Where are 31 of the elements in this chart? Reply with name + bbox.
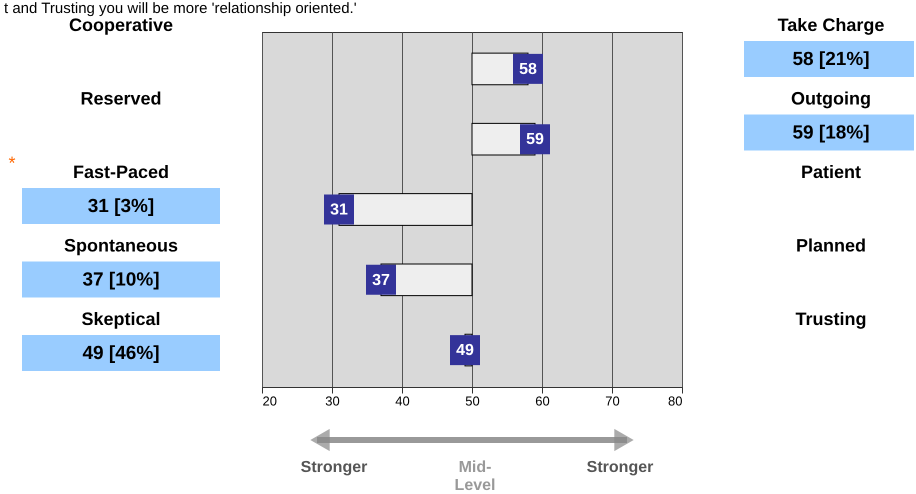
text: 37 [10%] bbox=[82, 270, 160, 290]
data-label: 37 bbox=[372, 272, 390, 289]
x-tick-label: 60 bbox=[535, 394, 550, 408]
data-label: 31 bbox=[330, 202, 348, 218]
text: Planned bbox=[796, 236, 866, 256]
x-tick-label: 30 bbox=[325, 394, 340, 408]
text: Take Charge bbox=[778, 15, 884, 35]
x-tick-label: 70 bbox=[605, 394, 620, 408]
text: t and Trusting you will be more 'relationship oriented.' bbox=[4, 0, 357, 17]
y-tick-label: Reserved bbox=[80, 88, 162, 108]
text: Trusting bbox=[796, 309, 866, 329]
text: 58 [21%] bbox=[792, 49, 870, 70]
x-tick-label: 20 bbox=[262, 394, 277, 408]
text: Stronger bbox=[300, 459, 368, 476]
x-tick-label: 40 bbox=[395, 394, 410, 408]
text: Mid- Level bbox=[454, 459, 496, 494]
y-tick-label: Cooperative bbox=[68, 15, 174, 35]
x-tick-label: 80 bbox=[668, 394, 682, 408]
data-label: 59 bbox=[526, 131, 544, 148]
text: 31 [3%] bbox=[88, 196, 154, 217]
text: * bbox=[8, 153, 16, 173]
y-tick-label: Fast-Paced bbox=[72, 162, 170, 182]
text: 59 [18%] bbox=[792, 122, 870, 144]
text: Outgoing bbox=[791, 88, 871, 108]
data-label: 58 bbox=[519, 60, 537, 78]
text: Stronger bbox=[586, 459, 654, 476]
x-tick-label: 50 bbox=[465, 394, 480, 408]
y-tick-label: Spontaneous bbox=[64, 236, 178, 256]
text: 49 [46%] bbox=[82, 343, 160, 364]
y-tick-label: Skeptical bbox=[81, 309, 161, 329]
text: Patient bbox=[800, 162, 862, 182]
